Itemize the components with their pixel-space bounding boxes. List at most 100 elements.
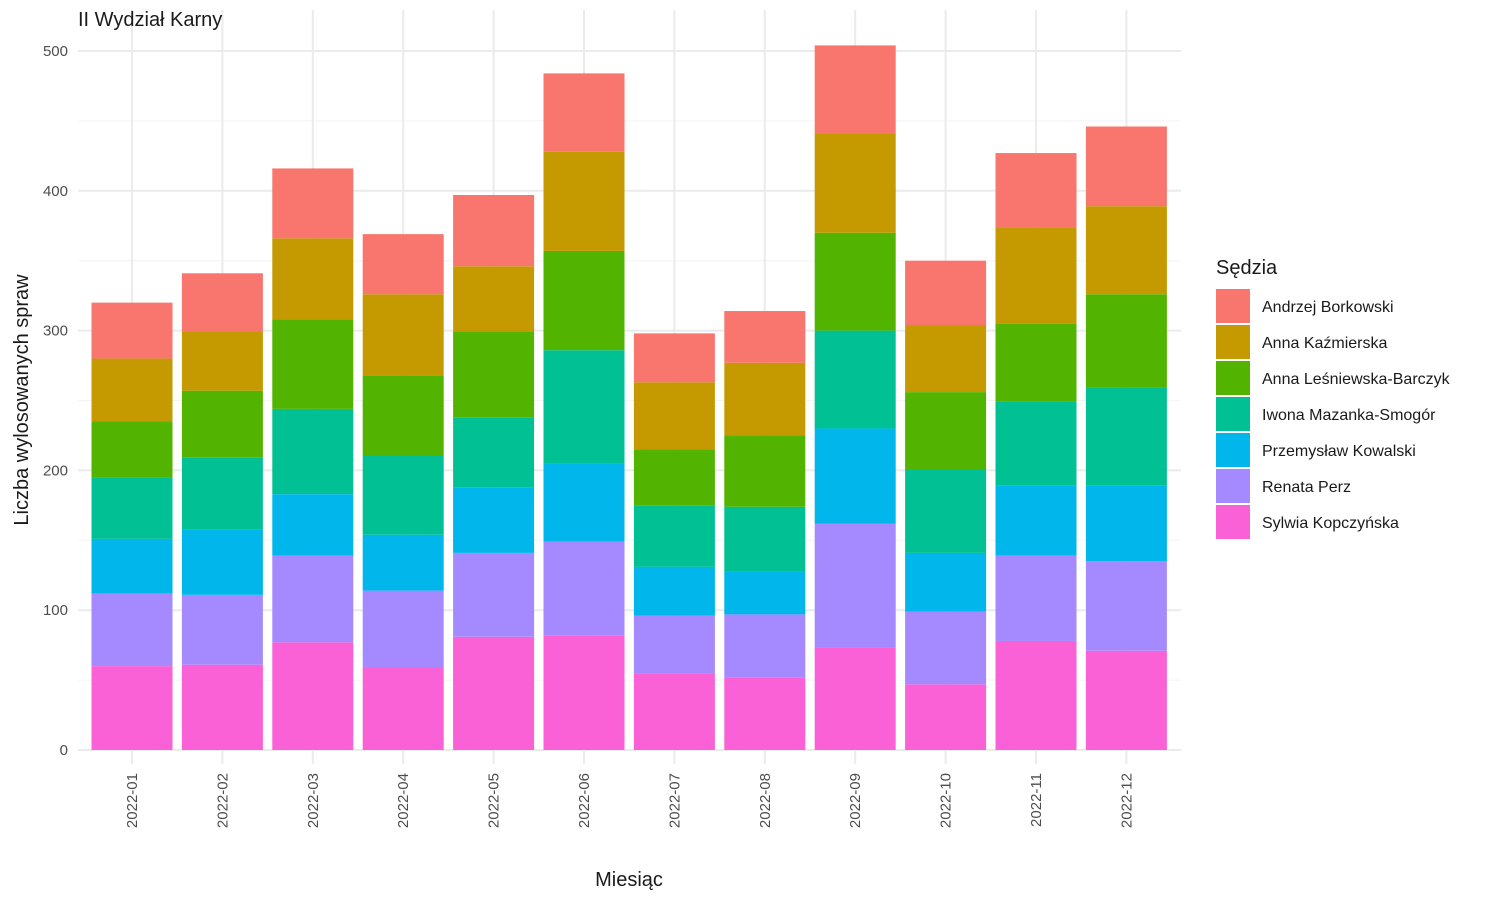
x-tick-label: 2022-10	[938, 773, 955, 828]
bar-segment: Anna Kaźmierska: 52	[724, 362, 806, 436]
x-axis-title: Miesiąc	[595, 869, 663, 891]
bar-segment: Anna Leśniewska-Barczyk: 61	[453, 331, 535, 418]
bar-segment: Renata Perz: 62	[272, 555, 354, 643]
bar-segment: Sylwia Kopczyńska: 59	[362, 667, 444, 750]
bar-segment: Anna Kaźmierska: 45	[91, 358, 173, 422]
bar-segment: Andrzej Borkowski: 42	[181, 273, 263, 332]
chart-title: II Wydział Karny	[78, 9, 222, 31]
bar-segment: Anna Leśniewska-Barczyk: 67	[1085, 294, 1167, 388]
bar-segment: Sylwia Kopczyńska: 60	[91, 666, 173, 750]
bar-segment: Iwona Mazanka-Smogór: 57	[362, 455, 444, 535]
bar-segment: Andrzej Borkowski: 63	[814, 45, 896, 134]
bar-segment: Sylwia Kopczyńska: 82	[543, 635, 625, 750]
bar-segment: Renata Perz: 89	[814, 523, 896, 648]
bar-segment: Renata Perz: 55	[362, 590, 444, 668]
y-tick-label: 300	[43, 323, 68, 340]
y-axis-title: Liczba wylosowanych spraw	[11, 274, 33, 526]
bar-segment: Przemysław Kowalski: 50	[995, 485, 1077, 556]
legend-label: Andrzej Borkowski	[1262, 299, 1394, 316]
bar-segment: Anna Kaźmierska: 69	[995, 227, 1077, 324]
bar-segment: Iwona Mazanka-Smogór: 50	[453, 417, 535, 488]
y-tick-label: 100	[43, 602, 68, 619]
bar-segment: Anna Leśniewska-Barczyk: 71	[543, 250, 625, 351]
bar-segment: Anna Leśniewska-Barczyk: 51	[724, 435, 806, 507]
bar-segment: Iwona Mazanka-Smogór: 46	[724, 506, 806, 572]
legend-swatch	[1216, 289, 1250, 323]
bar-segment: Przemysław Kowalski: 42	[905, 552, 987, 612]
y-tick-labels: 0 100 200 300 400 500	[43, 43, 68, 759]
bar-segment: Przemysław Kowalski: 54	[1085, 485, 1167, 562]
bar-segment: Andrzej Borkowski: 53	[995, 153, 1077, 228]
bar-segment: Andrzej Borkowski: 35	[633, 333, 715, 383]
legend-title: Sędzia	[1216, 257, 1278, 279]
bar-segment: Iwona Mazanka-Smogór: 60	[905, 469, 987, 553]
bar-segment: Anna Kaźmierska: 42	[181, 331, 263, 391]
bar-segment: Przemysław Kowalski: 40	[362, 534, 444, 591]
bar-segment: Anna Kaźmierska: 58	[272, 238, 354, 320]
x-tick-label: 2022-02	[214, 773, 231, 828]
legend-label: Anna Leśniewska-Barczyk	[1262, 371, 1451, 388]
bar-segment: Przemysław Kowalski: 39	[91, 538, 173, 594]
bar-segment: Przemysław Kowalski: 68	[814, 428, 896, 524]
legend-swatch	[1216, 505, 1250, 539]
legend-swatch	[1216, 397, 1250, 431]
legend-swatch	[1216, 361, 1250, 395]
bar-segment: Renata Perz: 41	[633, 615, 715, 674]
bar-segment: Andrzej Borkowski: 57	[1085, 126, 1167, 207]
bar-segment: Iwona Mazanka-Smogór: 61	[272, 408, 354, 495]
bar-segment: Andrzej Borkowski: 46	[905, 260, 987, 326]
x-tick-label: 2022-06	[576, 773, 593, 828]
bar-segment: Sylwia Kopczyńska: 61	[181, 664, 263, 750]
legend-items: Andrzej Borkowski Anna Kaźmierska Anna Leś…	[1216, 289, 1451, 539]
bar-segment: Anna Leśniewska-Barczyk: 40	[91, 421, 173, 478]
y-tick-label: 0	[60, 742, 68, 759]
bar-segment: Sylwia Kopczyńska: 55	[633, 673, 715, 750]
bar-segment: Andrzej Borkowski: 37	[724, 311, 806, 363]
bar-segment: Andrzej Borkowski: 56	[543, 73, 625, 152]
bar-segment: Przemysław Kowalski: 47	[181, 529, 263, 595]
bar-segment: Anna Leśniewska-Barczyk: 57	[362, 375, 444, 456]
legend-label: Przemysław Kowalski	[1262, 443, 1416, 460]
bar-segment: Anna Kaźmierska: 47	[453, 266, 535, 332]
bar-segment: Przemysław Kowalski: 35	[633, 566, 715, 616]
bar-segment: Sylwia Kopczyńska: 52	[724, 677, 806, 750]
bar-segment: Anna Leśniewska-Barczyk: 64	[272, 319, 354, 409]
bar-segment: Iwona Mazanka-Smogór: 44	[633, 505, 715, 567]
bar-segment: Przemysław Kowalski: 47	[453, 487, 535, 553]
y-tick-label: 500	[43, 43, 68, 60]
bar-segment: Iwona Mazanka-Smogór: 81	[543, 350, 625, 464]
bar-segment: Renata Perz: 50	[181, 594, 263, 665]
bar-segment: Renata Perz: 61	[995, 555, 1077, 641]
bar-segment: Sylwia Kopczyńska: 71	[1085, 650, 1167, 750]
legend-swatch	[1216, 433, 1250, 467]
bar-segment: Sylwia Kopczyńska: 73	[814, 647, 896, 750]
bar-segment: Renata Perz: 67	[543, 541, 625, 636]
bar-segment: Anna Kaźmierska: 58	[362, 294, 444, 376]
bar-segment: Sylwia Kopczyńska: 81	[453, 636, 535, 750]
bar-segment: Sylwia Kopczyńska: 47	[905, 684, 987, 750]
x-tick-label: 2022-04	[395, 773, 412, 828]
legend-label: Renata Perz	[1262, 479, 1351, 496]
bar-segment: Anna Leśniewska-Barczyk: 55	[905, 392, 987, 470]
bar-segment: Andrzej Borkowski: 51	[453, 194, 535, 267]
x-tick-label: 2022-09	[847, 773, 864, 828]
x-tick-label: 2022-11	[1028, 773, 1045, 827]
bar-segment: Sylwia Kopczyńska: 78	[995, 640, 1077, 750]
bar-segment: Sylwia Kopczyńska: 77	[272, 642, 354, 750]
bar-segment: Anna Kaźmierska: 71	[814, 133, 896, 233]
bar-segment: Przemysław Kowalski: 31	[724, 571, 806, 615]
bar-segment: Anna Leśniewska-Barczyk: 40	[633, 449, 715, 506]
bar-segment: Anna Kaźmierska: 63	[1085, 206, 1167, 295]
bar-segment: Iwona Mazanka-Smogór: 44	[91, 477, 173, 539]
legend-label: Anna Kaźmierska	[1262, 335, 1387, 352]
bar-segment: Andrzej Borkowski: 50	[272, 168, 354, 239]
bar-segment: Renata Perz: 45	[724, 614, 806, 678]
bar-segment: Anna Leśniewska-Barczyk: 56	[995, 323, 1077, 402]
bars-layer: Sylwia Kopczyńska: 60Renata Perz: 52Prze…	[91, 45, 1167, 750]
bar-segment: Iwona Mazanka-Smogór: 70	[814, 330, 896, 429]
legend-label: Sylwia Kopczyńska	[1262, 515, 1399, 532]
bar-segment: Andrzej Borkowski: 40	[91, 302, 173, 359]
